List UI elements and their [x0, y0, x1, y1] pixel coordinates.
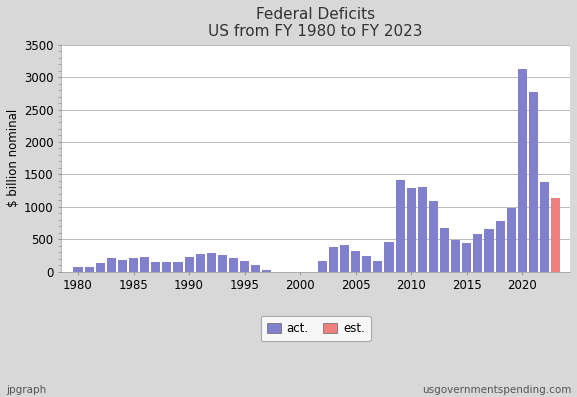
Bar	[207, 253, 216, 272]
Bar	[418, 187, 427, 272]
Bar	[318, 261, 327, 272]
Bar	[263, 270, 271, 272]
Bar	[485, 229, 493, 272]
Bar	[307, 272, 316, 280]
Bar	[273, 272, 283, 276]
Title: Federal Deficits
US from FY 1980 to FY 2023: Federal Deficits US from FY 1980 to FY 2…	[208, 7, 423, 39]
Bar	[196, 254, 205, 272]
Bar	[162, 262, 171, 272]
Bar	[118, 260, 127, 272]
Bar	[462, 243, 471, 272]
Bar	[329, 247, 338, 272]
Bar	[507, 208, 516, 272]
Bar	[529, 92, 538, 272]
Bar	[73, 267, 83, 272]
Bar	[107, 258, 116, 272]
Bar	[396, 180, 404, 272]
Bar	[373, 261, 383, 272]
Bar	[496, 221, 505, 272]
Bar	[340, 245, 349, 272]
Bar	[440, 227, 449, 272]
Bar	[540, 183, 549, 272]
Bar	[284, 272, 294, 280]
Bar	[174, 262, 182, 272]
Bar	[295, 272, 305, 287]
Bar	[451, 240, 460, 272]
Bar	[551, 198, 560, 272]
Bar	[518, 69, 527, 272]
Bar	[251, 265, 260, 272]
Bar	[140, 257, 149, 272]
Bar	[229, 258, 238, 272]
Bar	[407, 188, 416, 272]
Bar	[362, 256, 372, 272]
Y-axis label: $ billion nominal: $ billion nominal	[7, 109, 20, 207]
Bar	[85, 266, 93, 272]
Bar	[96, 263, 105, 272]
Bar	[151, 262, 160, 272]
Bar	[384, 242, 394, 272]
Text: jpgraph: jpgraph	[6, 385, 46, 395]
Bar	[129, 258, 138, 272]
Bar	[351, 251, 360, 272]
Bar	[218, 255, 227, 272]
Bar	[429, 201, 438, 272]
Bar	[473, 234, 482, 272]
Text: usgovernmentspending.com: usgovernmentspending.com	[422, 385, 571, 395]
Bar	[185, 257, 194, 272]
Legend: act., est.: act., est.	[261, 316, 371, 341]
Bar	[240, 261, 249, 272]
